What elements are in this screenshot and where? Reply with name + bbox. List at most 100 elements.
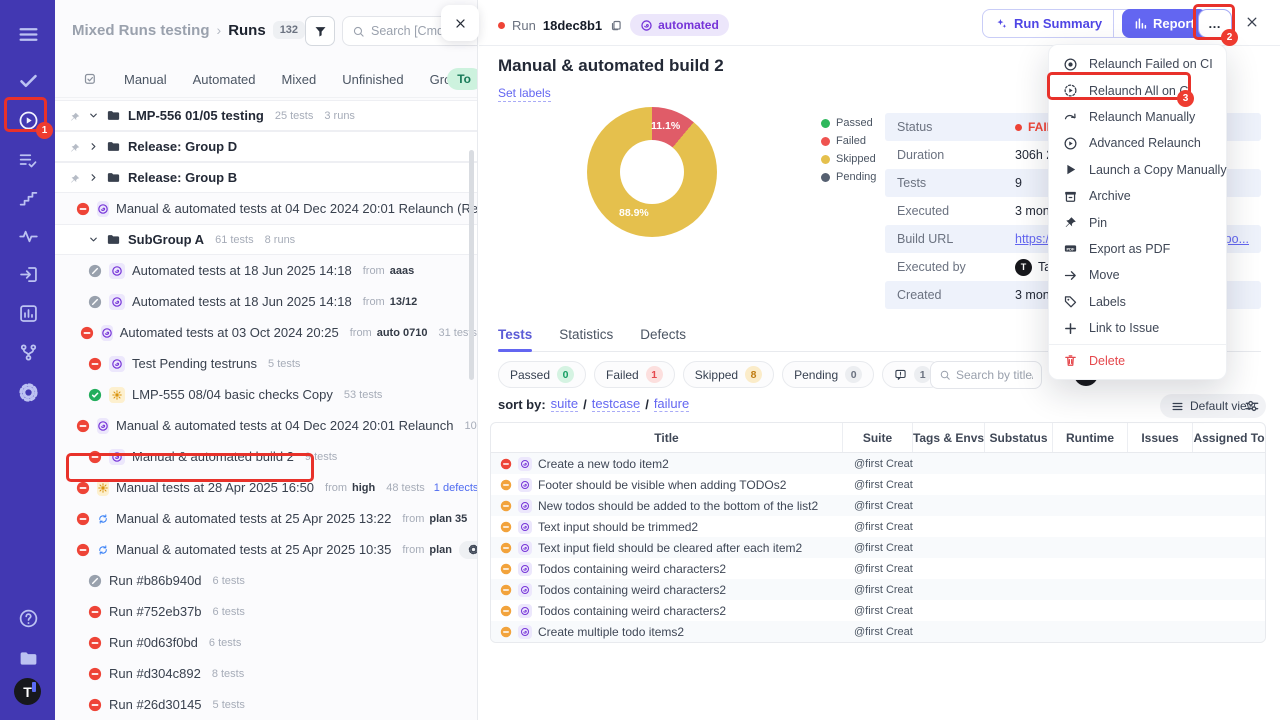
build-url-link[interactable]: https:/ (1015, 232, 1050, 246)
chevron-down-icon[interactable] (88, 234, 99, 245)
breadcrumb-project[interactable]: Mixed Runs testing (72, 21, 210, 39)
column-header-substatus[interactable]: Substatus (985, 423, 1053, 452)
filter-tab-today[interactable]: To (447, 68, 477, 90)
run-row[interactable]: LMP-555 08/04 basic checks Copy 53 tests (55, 379, 477, 410)
run-row[interactable]: Manual tests at 28 Apr 2025 16:50 from hig… (55, 472, 477, 503)
run-row[interactable]: Run #b86b940d 6 tests (55, 565, 477, 596)
menu-item-pin[interactable]: Pin (1049, 209, 1226, 235)
sort-by-suite[interactable]: suite (550, 396, 579, 412)
menu-item-link-to-issue[interactable]: Link to Issue (1049, 315, 1226, 341)
sort-by-failure[interactable]: failure (653, 396, 690, 412)
run-row[interactable]: Manual & automated tests at 04 Dec 2024 … (55, 410, 477, 441)
run-group-row[interactable]: Release: Group D (55, 131, 477, 162)
test-row[interactable]: Todos containing weird characters2 @first… (491, 558, 1265, 579)
run-summary-button[interactable]: Run Summary (983, 10, 1113, 37)
select-all-icon[interactable] (83, 72, 98, 87)
breadcrumb-current[interactable]: Runs (228, 21, 266, 39)
filter-tab-automated[interactable]: Automated (192, 72, 256, 87)
sidebar-list-check-button[interactable] (8, 142, 48, 178)
run-row[interactable]: Manual & automated tests at 25 Apr 2025 … (55, 503, 477, 534)
user-avatar[interactable]: T (14, 678, 41, 705)
sidebar-box-arrow-button[interactable] (8, 256, 48, 292)
panel-close-icon[interactable] (1245, 15, 1259, 29)
scrollbar-thumb[interactable] (469, 150, 474, 380)
run-row[interactable]: Automated tests at 18 Jun 2025 14:18 from… (55, 255, 477, 286)
menu-item-export-as-pdf[interactable]: PDF Export as PDF (1049, 236, 1226, 262)
build-url-link-end[interactable]: po... (1224, 232, 1249, 246)
chip-failed[interactable]: Failed 1 (594, 361, 675, 388)
sidebar-bar-chart-button[interactable] (8, 295, 48, 331)
sidebar-steps-button[interactable] (8, 180, 48, 216)
menu-item-labels[interactable]: Labels (1049, 289, 1226, 315)
chevron-right-icon[interactable] (88, 141, 99, 152)
copy-icon[interactable] (609, 18, 623, 32)
column-header-suite[interactable]: Suite (843, 423, 913, 452)
sidebar-check-button[interactable] (8, 62, 48, 98)
sidebar-play-circle-button[interactable] (8, 102, 48, 138)
run-group-row[interactable]: SubGroup A 61 tests 8 runs (55, 224, 477, 255)
set-labels-link[interactable]: Set labels (498, 86, 551, 102)
tab-tests[interactable]: Tests (498, 327, 533, 352)
run-row[interactable]: Manual & automated build 2 9 tests (55, 441, 477, 472)
menu-item-launch-a-copy-manually[interactable]: Launch a Copy Manually (1049, 157, 1227, 183)
drawer-close-button[interactable] (441, 5, 479, 41)
run-row[interactable]: Manual & automated tests at 25 Apr 2025 … (55, 534, 477, 565)
column-header-tags-envs[interactable]: Tags & Envs (913, 423, 985, 452)
chip-passed[interactable]: Passed 0 (498, 361, 587, 388)
test-row[interactable]: New todos should be added to the bottom … (491, 495, 1265, 516)
sort-by-testcase[interactable]: testcase (591, 396, 641, 412)
sidebar-help-button[interactable] (8, 600, 48, 636)
filter-button[interactable] (305, 16, 335, 46)
default-view-button[interactable]: Default view (1160, 394, 1267, 418)
run-row[interactable]: Manual & automated tests at 04 Dec 2024 … (55, 193, 477, 224)
test-row[interactable]: Text input field should be cleared after… (491, 537, 1265, 558)
column-header-title[interactable]: Title (491, 423, 843, 452)
run-row[interactable]: Run #d304c892 8 tests (55, 658, 477, 689)
run-row[interactable]: Automated tests at 18 Jun 2025 14:18 from… (55, 286, 477, 317)
menu-item-relaunch-all-on-ci[interactable]: Relaunch All on CI (1049, 77, 1226, 103)
test-row[interactable]: Text input should be trimmed2 @first Crea… (491, 516, 1265, 537)
menu-item-archive[interactable]: Archive (1049, 183, 1226, 209)
filter-tab-manual[interactable]: Manual (124, 72, 167, 87)
run-actions-menu-button[interactable]: … (1198, 9, 1232, 38)
tests-search-input[interactable] (956, 368, 1033, 382)
sidebar-branch-button[interactable] (8, 334, 48, 370)
sidebar-folder-button[interactable] (8, 640, 48, 676)
chevron-down-icon[interactable] (88, 110, 99, 121)
menu-item-move[interactable]: Move (1049, 262, 1226, 288)
run-row[interactable]: Test Pending testruns 5 tests (55, 348, 477, 379)
test-row[interactable]: Footer should be visible when adding TOD… (491, 474, 1265, 495)
sidebar-gear-button[interactable] (8, 374, 48, 410)
run-row[interactable]: Run #752eb37b 6 tests (55, 596, 477, 627)
defects-link[interactable]: 1 defects (433, 481, 478, 494)
view-settings-icon[interactable] (1244, 398, 1260, 414)
chip-pending[interactable]: Pending 0 (782, 361, 875, 388)
menu-item-relaunch-failed-on-ci[interactable]: Relaunch Failed on CI (1049, 51, 1226, 77)
run-group-row[interactable]: LMP-556 01/05 testing 25 tests 3 runs (55, 100, 477, 131)
sidebar-pulse-button[interactable] (8, 218, 48, 254)
column-header-issues[interactable]: Issues (1128, 423, 1193, 452)
chevron-right-icon[interactable] (88, 172, 99, 183)
filter-tab-unfinished[interactable]: Unfinished (342, 72, 404, 87)
chip-skipped[interactable]: Skipped 8 (682, 361, 775, 388)
automated-tag[interactable]: automated (630, 14, 729, 36)
test-row[interactable]: Todos containing weird characters2 @first… (491, 579, 1265, 600)
run-group-row[interactable]: Release: Group B (55, 162, 477, 193)
test-row[interactable]: Create multiple todo items2 @first Create… (491, 621, 1265, 642)
tab-defects[interactable]: Defects (640, 327, 687, 342)
run-row[interactable]: Automated tests at 03 Oct 2024 20:25 from… (55, 317, 477, 348)
test-row[interactable]: Create a new todo item2 @first Create ... (491, 453, 1265, 474)
test-row[interactable]: Todos containing weird characters2 @first… (491, 600, 1265, 621)
menu-item-advanced-relaunch[interactable]: Advanced Relaunch (1049, 130, 1226, 156)
column-header-runtime[interactable]: Runtime (1053, 423, 1128, 452)
menu-item-delete[interactable]: Delete (1049, 344, 1226, 373)
filter-tab-mixed[interactable]: Mixed (281, 72, 317, 87)
sidebar-menu-button[interactable] (8, 16, 48, 52)
report-button[interactable]: Report (1122, 9, 1207, 38)
run-row[interactable]: Run #26d30145 5 tests (55, 689, 477, 720)
column-header-assigned-to[interactable]: Assigned To (1193, 430, 1265, 445)
tab-statistics[interactable]: Statistics (559, 327, 614, 342)
menu-item-relaunch-manually[interactable]: Relaunch Manually (1049, 104, 1226, 130)
run-row[interactable]: Run #0d63f0bd 6 tests (55, 627, 477, 658)
test-suite: @first Create ... (854, 562, 913, 575)
